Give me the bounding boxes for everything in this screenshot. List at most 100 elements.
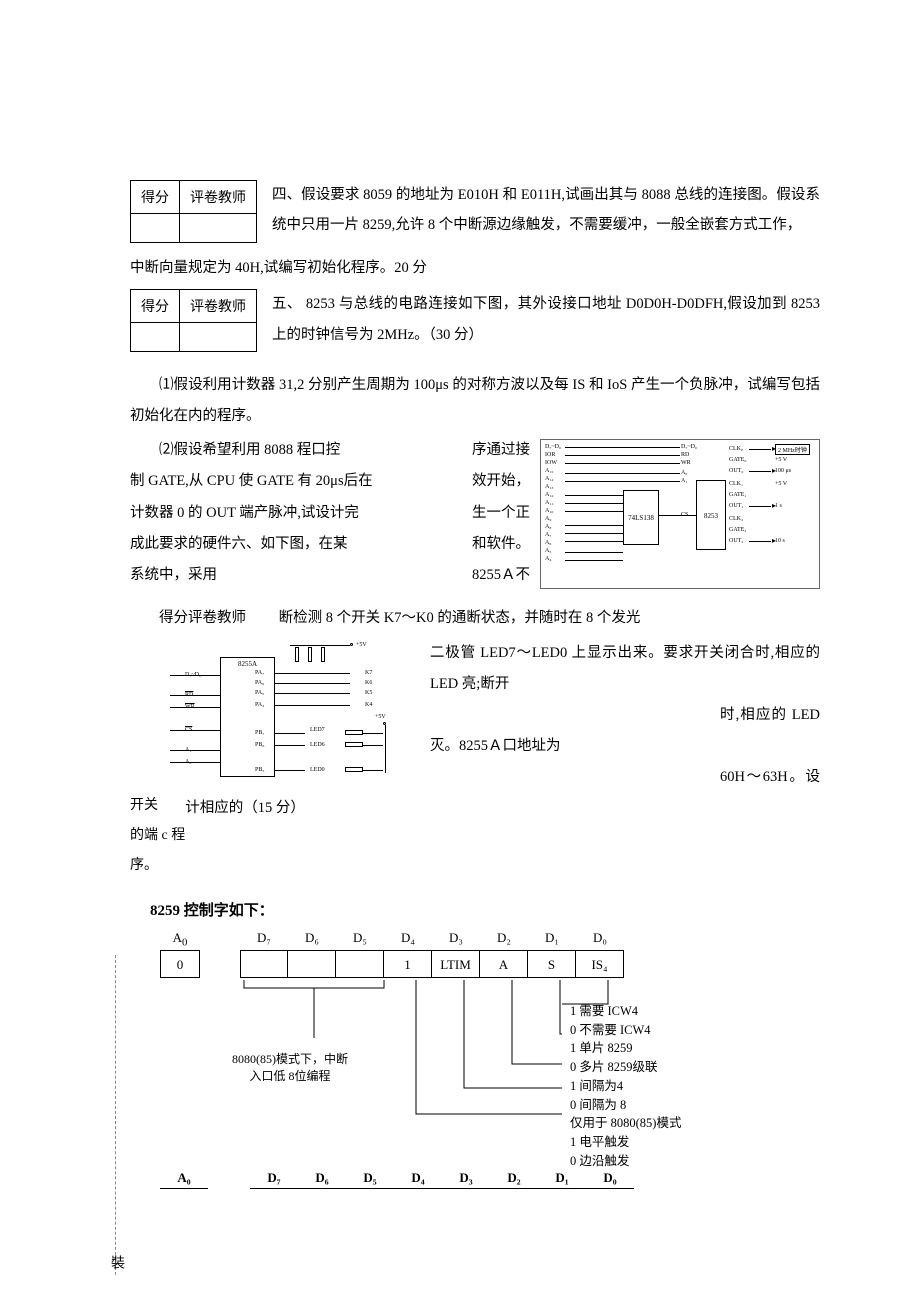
p2d: 成此要求的硬件六、如下图，在某 — [130, 536, 348, 552]
sig: A₅ — [545, 548, 551, 554]
val-d5 — [336, 950, 384, 978]
binding-char: 裝 — [106, 1255, 126, 1269]
icw-explanations: 1 需要 ICW4 0 不需要 ICW4 1 单片 8259 0 多片 8259… — [570, 1002, 681, 1171]
val-d0: IS₄ — [576, 950, 624, 978]
p2e2: 8255Ａ不 — [472, 560, 530, 591]
out: GATE₀ — [729, 457, 746, 463]
bit-d7: D₇ — [240, 930, 288, 950]
icw-left-note: 8080(85)模式下，中断 入口低 8位编程 — [220, 1050, 360, 1084]
teacher-cell — [180, 214, 257, 243]
teacher-header: 评卷教师 — [180, 290, 257, 323]
out: CLK₂ — [729, 516, 743, 522]
q6-line1: 得分评卷教师 断检测 8 个开关 K7～K0 的通断状态，并随时在 8 个发光 — [130, 603, 820, 633]
pb: PB₅ — [255, 767, 264, 773]
sig: A₁₂ — [545, 492, 554, 498]
teacher-header: 评卷教师 — [180, 181, 257, 214]
out: OUT₀ — [729, 468, 743, 474]
expl-5: 0 间隔为 8 — [570, 1096, 681, 1115]
sig: A₁₅ — [545, 468, 554, 474]
pa: PA₇ — [255, 670, 264, 676]
out: OUT₂ — [729, 538, 743, 544]
mr: A₁ — [681, 478, 687, 484]
q6-t2a: 二极管 LED7～LED0 上显示出来。要求开关闭合时,相应的 LED 亮;断开 — [430, 645, 820, 692]
icw-bits-row: D₇ D₆ D₅ D₄1 D₃LTIM D₂A D₁S D₀IS₄ — [240, 930, 624, 978]
v5: +5V — [356, 642, 367, 648]
mr: D₇~D₀ — [681, 444, 697, 450]
sig: A₆ — [545, 540, 551, 546]
bit-d4: D₄ — [384, 930, 432, 950]
bit-d3: D₃ — [432, 930, 480, 950]
pb: PB₆ — [255, 742, 264, 748]
sig: IOW — [545, 460, 557, 466]
p2b: 制 GATE,从 CPU 使 GATE 有 20μs后在 — [130, 473, 373, 489]
annot: 2 MHz时钟 — [775, 444, 810, 455]
p2e: 系统中，采用 — [130, 567, 217, 583]
expl-1: 0 不需要 ICW4 — [570, 1021, 681, 1040]
out: CLK₀ — [729, 446, 743, 452]
expl-2: 1 单片 8259 — [570, 1039, 681, 1058]
sig: A₁₄ — [545, 476, 554, 482]
annot: +5 V — [775, 457, 787, 463]
bit-d5: D₅ — [336, 930, 384, 950]
bd1: D₁ — [538, 1170, 586, 1189]
annot: 1 s — [775, 503, 782, 509]
p2d2: 和软件。 — [472, 529, 530, 560]
chip-8253: 8253 — [696, 480, 726, 550]
k: K4 — [365, 702, 372, 708]
sig: A₇ — [545, 532, 551, 538]
q6-t2b: 时,相应的 LED 灭。8255Ａ口地址为 — [430, 707, 820, 754]
out: GATE₂ — [729, 527, 746, 533]
icw1-diagram: A0 0 D₇ D₆ D₅ D₄1 D₃LTIM D₂A D₁S D₀IS₄ 8… — [160, 930, 780, 1190]
score-table-q5: 得分 评卷教师 — [130, 289, 257, 352]
v5b: +5V — [375, 714, 386, 720]
sig: A₁₀ — [545, 508, 554, 514]
annot: 100 μs — [775, 468, 791, 474]
icw-heading: 8259 控制字如下： — [150, 899, 820, 920]
annot: +5 V — [775, 481, 787, 487]
chip-74ls138: 74LS138 — [623, 490, 659, 545]
score-table-q4: 得分 评卷教师 — [130, 180, 257, 243]
val-d7 — [240, 950, 288, 978]
icw-a0-label: A0 — [160, 930, 200, 950]
p2c: 计数器 0 的 OUT 端产脉冲,试设计完 — [130, 505, 359, 521]
teacher-cell — [180, 323, 257, 352]
q5-p1: ⑴假设利用计数器 31,2 分别产生周期为 100μs 的对称方波以及每 IS … — [130, 370, 820, 431]
p2a2: 序通过接 — [472, 435, 530, 466]
score-header: 得分 — [131, 290, 180, 323]
annot: 10 s — [775, 538, 785, 544]
sig: A₄ — [545, 556, 551, 562]
out: OUT₁ — [729, 503, 743, 509]
pa: PA₄ — [255, 702, 264, 708]
out: CLK₁ — [729, 481, 743, 487]
val-d6 — [288, 950, 336, 978]
score-cell — [131, 214, 180, 243]
question-4-block: 得分 评卷教师 四、假设要求 8059 的地址为 E010H 和 E011H,试… — [130, 180, 820, 241]
bit-d0: D₀ — [576, 930, 624, 950]
sig: A₈ — [545, 524, 551, 530]
q6-left2: 的端 c 程 — [130, 821, 185, 851]
led: LED6 — [310, 742, 325, 748]
sig: A₁₁ — [545, 500, 554, 506]
sig: IOR — [545, 452, 555, 458]
mr: RD — [681, 452, 689, 458]
bit-d2: D₂ — [480, 930, 528, 950]
bd3: D₃ — [442, 1170, 490, 1189]
bit-d6: D₆ — [288, 930, 336, 950]
q6-left3: 序。 — [130, 851, 158, 881]
val-d3: LTIM — [432, 950, 480, 978]
led: LED0 — [310, 767, 325, 773]
icw-bottom-row: A₀ D₇ D₆ D₅ D₄ D₃ D₂ D₁ D₀ — [160, 1170, 634, 1189]
k: K7 — [365, 670, 372, 676]
expl-7: 1 电平触发 — [570, 1133, 681, 1152]
bd4: D₄ — [394, 1170, 442, 1189]
q6-text1: 断检测 8 个开关 K7～K0 的通断状态，并随时在 8 个发光 — [279, 610, 641, 626]
k: K5 — [365, 690, 372, 696]
bd0: D₀ — [586, 1170, 634, 1189]
q6-inline-score: 得分评卷教师 — [159, 610, 246, 626]
bd7: D₇ — [250, 1170, 298, 1189]
sig: D₇~D₀ — [545, 444, 561, 450]
mr: CS — [681, 512, 688, 518]
p2b2: 效开始， — [472, 466, 530, 497]
expl-0: 1 需要 ICW4 — [570, 1002, 681, 1021]
mr: A₀ — [681, 470, 687, 476]
